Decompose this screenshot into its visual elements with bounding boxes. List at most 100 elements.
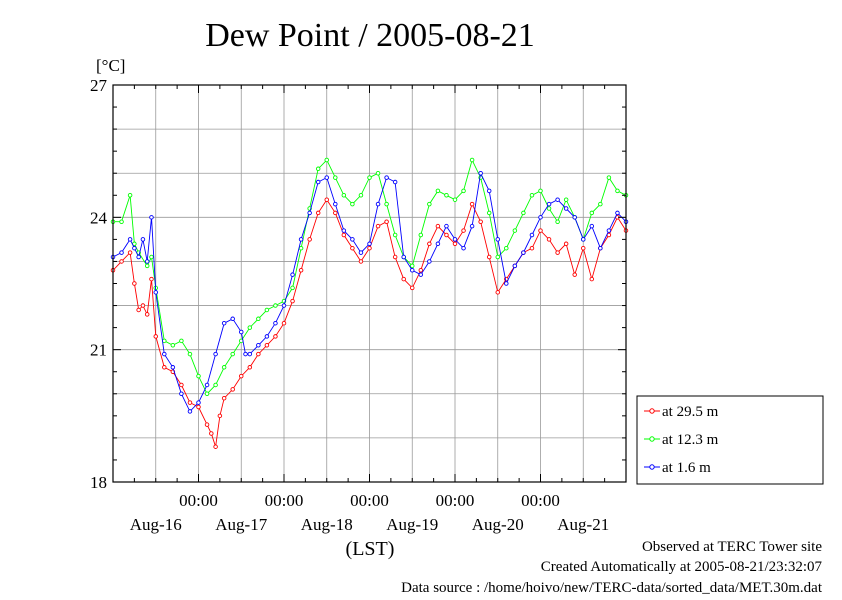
data-point <box>546 237 552 242</box>
data-point <box>581 237 586 242</box>
legend: at 29.5 m at 12.3 m at 1.6 m <box>636 395 824 485</box>
data-point <box>410 285 415 291</box>
data-point <box>238 373 244 379</box>
data-point <box>140 303 146 308</box>
data-point <box>144 312 150 317</box>
data-point <box>589 210 595 216</box>
data-point <box>204 382 210 388</box>
data-point <box>298 268 304 273</box>
data-point <box>546 206 552 211</box>
data-point <box>136 254 141 260</box>
data-point <box>392 179 398 185</box>
data-point <box>384 219 389 224</box>
data-point <box>256 351 261 357</box>
data-point <box>461 245 466 251</box>
data-point <box>221 365 227 370</box>
data-point <box>589 223 595 229</box>
data-point <box>213 382 218 388</box>
data-point <box>606 228 612 233</box>
data-point <box>290 285 295 291</box>
data-point <box>290 272 295 277</box>
data-point <box>555 219 560 224</box>
data-point <box>615 210 620 216</box>
data-point <box>375 170 381 176</box>
data-point <box>538 188 543 194</box>
legend-swatch-marker <box>649 408 655 414</box>
data-point <box>469 223 475 229</box>
data-point <box>392 254 398 260</box>
grid-lines <box>113 85 626 482</box>
data-point <box>144 263 150 269</box>
data-point <box>119 219 124 224</box>
data-point <box>136 307 141 313</box>
series-line <box>112 198 627 447</box>
data-point <box>495 254 501 260</box>
data-point <box>452 237 458 242</box>
data-point <box>324 157 330 163</box>
data-point <box>179 382 184 388</box>
data-point <box>563 206 569 211</box>
data-point <box>298 237 304 242</box>
data-point <box>333 175 338 180</box>
chart-title: Dew Point / 2005-08-21 <box>205 17 535 54</box>
data-point <box>213 444 218 449</box>
data-point <box>358 250 364 255</box>
data-point <box>427 259 432 264</box>
data-point <box>256 316 261 322</box>
data-point <box>324 197 330 202</box>
data-point <box>461 228 466 233</box>
data-point <box>170 365 176 370</box>
y-axis-unit-label: [°C] <box>96 56 125 75</box>
x-day-label: Aug-18 <box>301 515 353 534</box>
y-tick-label: 21 <box>90 341 107 360</box>
data-point <box>589 276 595 282</box>
data-point <box>401 276 406 282</box>
data-point <box>230 387 235 392</box>
data-point <box>572 215 577 220</box>
data-point <box>204 422 210 427</box>
data-point <box>384 175 389 180</box>
data-point <box>367 175 372 180</box>
x-time-tick-label: 00:00 <box>350 491 389 510</box>
data-point <box>469 201 475 207</box>
data-point <box>341 232 347 238</box>
data-point <box>196 373 201 379</box>
data-point <box>486 254 492 260</box>
data-point <box>209 431 214 436</box>
legend-label: at 12.3 m <box>662 432 719 448</box>
data-point <box>315 210 321 216</box>
x-day-label: Aug-17 <box>215 515 267 534</box>
data-point <box>341 228 347 233</box>
data-point <box>606 175 612 180</box>
data-point <box>132 245 137 251</box>
data-point <box>179 391 184 397</box>
footer-site: Observed at TERC Tower site <box>642 539 822 555</box>
series-2 <box>110 170 629 414</box>
data-point <box>435 188 441 194</box>
data-point <box>375 223 381 229</box>
data-point <box>418 268 424 273</box>
data-point <box>521 210 526 216</box>
data-point <box>469 157 475 163</box>
data-point <box>204 391 210 397</box>
data-point <box>256 343 261 348</box>
x-axis-label: (LST) <box>346 538 395 560</box>
data-point <box>273 303 278 308</box>
data-point <box>598 201 603 207</box>
data-point <box>264 334 270 339</box>
data-point <box>478 219 483 224</box>
data-point <box>435 223 441 229</box>
x-time-tick-label: 00:00 <box>265 491 304 510</box>
y-tick-label: 24 <box>90 208 108 227</box>
data-point <box>410 263 415 269</box>
data-point <box>427 201 432 207</box>
data-point <box>217 413 223 419</box>
series-1 <box>110 157 629 397</box>
data-point <box>581 245 586 251</box>
data-point <box>444 193 449 198</box>
legend-label: at 29.5 m <box>662 404 719 420</box>
data-point <box>149 215 154 220</box>
data-point <box>307 210 312 216</box>
data-point <box>504 245 509 251</box>
